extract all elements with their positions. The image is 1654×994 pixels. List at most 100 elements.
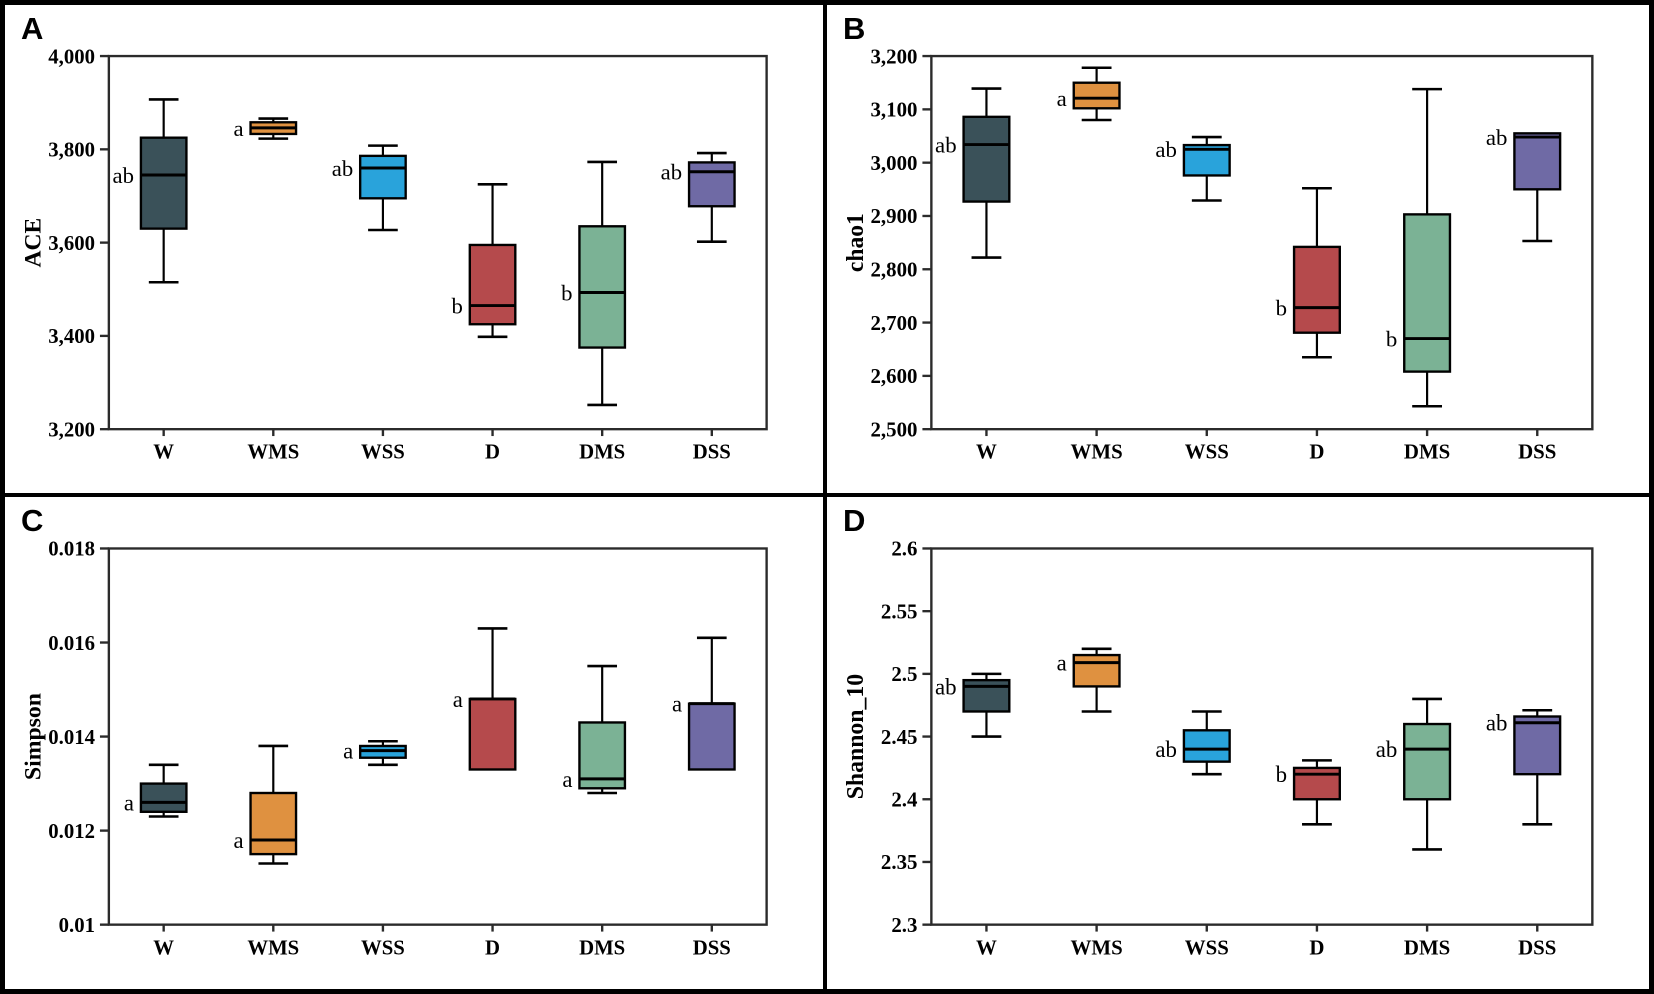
x-axis-category-label: WMS bbox=[1071, 442, 1123, 464]
plot-frame bbox=[107, 54, 768, 431]
box-group-W: ab bbox=[935, 87, 1011, 259]
box-group-DSS: ab bbox=[661, 151, 736, 243]
y-axis-tick-label: 3,800 bbox=[48, 140, 95, 162]
x-axis-category-label: D bbox=[485, 936, 500, 959]
y-axis-tick-label: 2,600 bbox=[871, 366, 918, 388]
iqr-box bbox=[139, 782, 188, 813]
y-axis-tick-label: 2.6 bbox=[891, 537, 917, 561]
y-axis-tick-label: 3,200 bbox=[871, 46, 918, 68]
x-axis-category-label: DSS bbox=[693, 936, 731, 959]
iqr-box bbox=[468, 243, 517, 326]
significance-letter: ab bbox=[113, 163, 134, 188]
panel-b: B 2,500 2,600 2,700 2,800 2,900 3,000 3,100 3,2… bbox=[827, 5, 1649, 497]
box-group-DSS: ab bbox=[1486, 708, 1562, 826]
y-axis-title: Simpson bbox=[21, 693, 47, 780]
box-group-DMS: b bbox=[1386, 87, 1452, 408]
y-axis-tick-label: 2.4 bbox=[891, 788, 918, 812]
x-axis-category-label: WSS bbox=[361, 936, 405, 959]
panel-c-label: C bbox=[21, 503, 44, 538]
significance-letter: b bbox=[1276, 296, 1287, 321]
iqr-box bbox=[139, 136, 188, 230]
significance-letter: b bbox=[452, 294, 463, 319]
significance-letter: b bbox=[561, 281, 572, 306]
y-axis-tick-label: 4,000 bbox=[48, 46, 95, 68]
box-group-D: a bbox=[453, 627, 517, 771]
iqr-box bbox=[249, 791, 298, 856]
y-axis-tick-label: 2.5 bbox=[891, 662, 917, 686]
significance-letter: b bbox=[1386, 327, 1397, 352]
box-group-WMS: a bbox=[234, 116, 298, 141]
x-axis-category-label: W bbox=[976, 935, 997, 959]
x-axis-category-label: WSS bbox=[1185, 442, 1229, 464]
box-group-WSS: a bbox=[343, 739, 407, 767]
iqr-box bbox=[1072, 653, 1121, 688]
y-axis-tick-label: 0.018 bbox=[48, 538, 95, 561]
box-group-D: b bbox=[452, 183, 517, 339]
y-axis-tick-label: 0.014 bbox=[48, 726, 95, 749]
significance-letter: a bbox=[562, 767, 572, 792]
x-axis-category-label: D bbox=[485, 442, 500, 464]
iqr-box bbox=[962, 115, 1011, 203]
boxplot-shannon10: 2.3 2.35 2.4 2.45 2.5 2.55 2.6 Shannon_10 W WMS WS… bbox=[843, 537, 1594, 959]
y-axis-tick-label: 2.35 bbox=[881, 850, 918, 874]
x-axis-category-label: D bbox=[1309, 442, 1324, 464]
iqr-box bbox=[1182, 729, 1231, 763]
y-axis-tick-label: 0.012 bbox=[48, 820, 95, 843]
x-axis-category-label: W bbox=[153, 936, 174, 959]
significance-letter: ab bbox=[935, 674, 957, 699]
y-axis-tick-label: 0.01 bbox=[59, 914, 95, 937]
iqr-box bbox=[962, 678, 1011, 713]
y-axis-title: ACE bbox=[21, 218, 47, 268]
boxplot-simpson: 0.01 0.012 0.014 0.016 0.018 Simpson W WMS WSS D D… bbox=[21, 538, 768, 959]
significance-letter: ab bbox=[1376, 737, 1398, 762]
x-axis-category-label: WSS bbox=[1185, 935, 1229, 959]
box-group-WSS: ab bbox=[1155, 135, 1231, 202]
y-axis-tick-label: 2.45 bbox=[881, 725, 918, 749]
significance-letter: ab bbox=[935, 133, 957, 158]
boxplot-chao1: 2,500 2,600 2,700 2,800 2,900 3,000 3,100 3,200… bbox=[843, 46, 1594, 464]
iqr-box bbox=[358, 154, 407, 200]
x-axis-category-label: DMS bbox=[579, 936, 625, 959]
significance-letter: a bbox=[1057, 651, 1067, 676]
x-axis-category-label: DMS bbox=[1404, 935, 1450, 959]
box-group-DMS: a bbox=[562, 664, 627, 795]
iqr-box bbox=[1072, 81, 1121, 110]
significance-letter: ab bbox=[661, 160, 682, 185]
box-group-WMS: a bbox=[234, 744, 298, 865]
panel-a: A 3,200 3,400 3,600 3,800 4,000 ACE W WMS WSS D DM… bbox=[5, 5, 827, 497]
significance-letter: a bbox=[453, 687, 463, 712]
box-group-WMS: a bbox=[1057, 66, 1121, 122]
iqr-box bbox=[1403, 722, 1452, 801]
boxplot-ace: 3,200 3,400 3,600 3,800 4,000 ACE W WMS WSS D DMS D… bbox=[21, 46, 768, 464]
y-axis-tick-label: 2.3 bbox=[891, 913, 917, 937]
y-axis-tick-label: 3,000 bbox=[871, 153, 918, 175]
significance-letter: b bbox=[1276, 762, 1287, 787]
box-group-DMS: b bbox=[561, 160, 627, 407]
y-axis-tick-label: 2,500 bbox=[871, 419, 918, 441]
significance-letter: a bbox=[124, 790, 134, 815]
iqr-box bbox=[578, 225, 627, 349]
x-axis-category-label: DSS bbox=[1518, 935, 1556, 959]
plot-frame bbox=[930, 54, 1594, 431]
iqr-box bbox=[687, 161, 736, 208]
x-axis-category-label: WMS bbox=[247, 442, 299, 464]
x-axis-category-label: DMS bbox=[579, 442, 625, 464]
y-axis-tick-label: 2.55 bbox=[881, 599, 918, 623]
box-group-D: b bbox=[1276, 186, 1341, 359]
significance-letter: a bbox=[234, 828, 244, 853]
y-axis-title: Shannon_10 bbox=[843, 674, 869, 799]
panel-a-label: A bbox=[21, 11, 44, 46]
panel-d-label: D bbox=[843, 503, 866, 538]
significance-letter: a bbox=[1057, 86, 1067, 111]
significance-letter: ab bbox=[332, 156, 353, 181]
y-axis-tick-label: 3,400 bbox=[48, 326, 95, 348]
box-group-W: ab bbox=[113, 98, 188, 284]
y-axis-tick-label: 3,100 bbox=[871, 100, 918, 122]
y-axis-title: chao1 bbox=[843, 213, 869, 272]
significance-letter: a bbox=[343, 739, 353, 764]
y-axis-tick-label: 2,900 bbox=[871, 206, 918, 228]
plot-frame bbox=[107, 547, 768, 926]
y-axis-tick-label: 3,200 bbox=[48, 419, 95, 441]
x-axis-category-label: WSS bbox=[361, 442, 405, 464]
